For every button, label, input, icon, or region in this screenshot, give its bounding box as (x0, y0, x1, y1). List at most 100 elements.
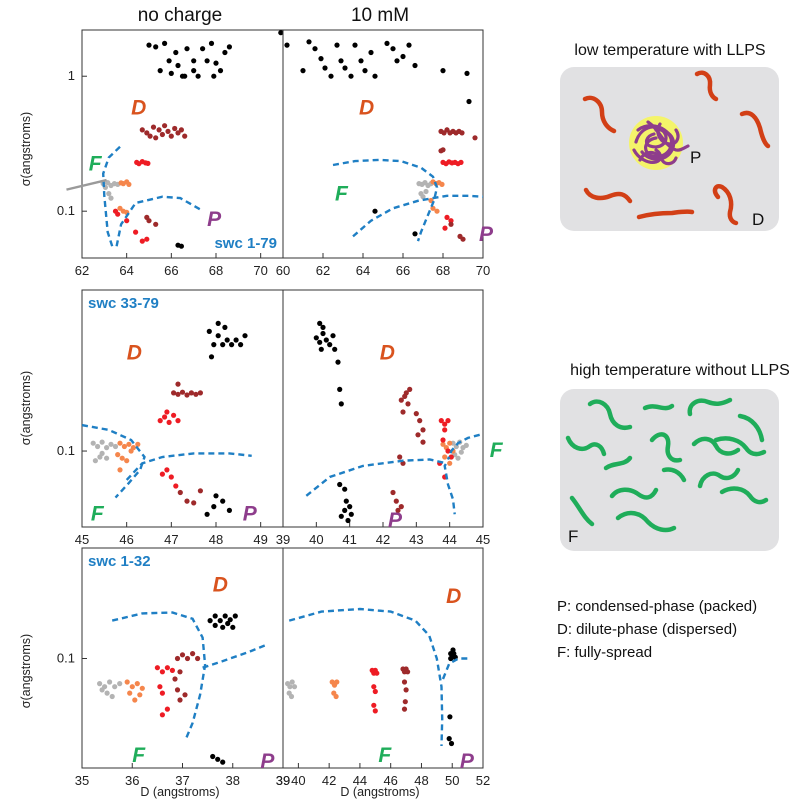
x-tick-label: 40 (291, 773, 305, 788)
data-point (335, 359, 341, 365)
phase-boundary (305, 458, 456, 515)
x-tick-label: 68 (436, 263, 450, 278)
x-tick-label: 50 (445, 773, 459, 788)
x-tick-label: 44 (353, 773, 367, 788)
spread-chain (691, 436, 741, 456)
region-label-p: P (207, 208, 222, 231)
panel-data (100, 30, 283, 249)
data-point (420, 427, 426, 433)
data-point (371, 684, 377, 690)
data-point (217, 618, 223, 624)
data-point (447, 460, 453, 466)
spread-chain (587, 399, 633, 430)
data-point (300, 68, 306, 74)
data-point (171, 390, 177, 396)
data-point (168, 133, 174, 139)
data-point (153, 44, 159, 50)
data-point (126, 181, 132, 187)
region-label-d: D (127, 341, 142, 364)
data-point (171, 412, 177, 418)
data-point (175, 381, 181, 387)
data-point (157, 68, 163, 74)
data-point (224, 337, 230, 343)
data-point (129, 684, 135, 690)
data-point (287, 684, 293, 690)
data-point (174, 655, 181, 662)
data-point (173, 49, 179, 56)
data-point (104, 690, 110, 696)
data-point (157, 418, 163, 424)
data-point (184, 392, 190, 398)
region-label-p: P (479, 223, 494, 246)
y-axis-label-row2: σ(angstroms) (19, 371, 33, 445)
x-tick-label: 49 (253, 532, 267, 547)
data-point (320, 330, 326, 337)
data-point (154, 665, 160, 671)
cartoon-no-llps: high temperature without LLPS F (560, 362, 790, 551)
data-point (458, 449, 464, 455)
data-point (320, 324, 326, 330)
phase-boundary (352, 194, 483, 238)
data-point (398, 397, 404, 403)
data-point (220, 624, 226, 630)
data-point (417, 418, 423, 424)
data-point (117, 440, 123, 446)
data-point (177, 697, 183, 703)
x-tick-label: 47 (164, 532, 178, 547)
phase-boundary (125, 452, 252, 481)
region-label-p: P (260, 750, 275, 773)
spread-chain (687, 397, 733, 417)
y-axis-label-row1: σ(angstroms) (19, 112, 33, 186)
region-label-d: D (446, 585, 461, 608)
leader-line (66, 178, 107, 191)
phase-boundary (82, 423, 146, 499)
data-point (394, 58, 400, 64)
spread-chain (609, 487, 659, 500)
x-tick-label: 46 (119, 532, 133, 547)
data-point (345, 517, 351, 524)
data-point (193, 391, 199, 397)
dilute-chain (582, 95, 617, 134)
data-point (156, 127, 162, 133)
x-tick-label: 52 (476, 773, 490, 788)
data-point (445, 418, 451, 424)
x-tick-label: 70 (476, 263, 490, 278)
data-point (415, 432, 421, 438)
packed-chains (632, 120, 690, 166)
data-point (157, 684, 163, 690)
data-point (162, 123, 168, 129)
data-point (327, 342, 333, 348)
data-point (213, 493, 219, 499)
x-tick-label: 37 (175, 773, 189, 788)
data-point (334, 42, 340, 48)
data-point (358, 58, 364, 64)
data-point (211, 342, 217, 348)
data-point (220, 498, 226, 504)
data-point (463, 442, 469, 448)
region-label-f: F (91, 503, 105, 526)
data-point (278, 30, 283, 36)
data-point (153, 135, 159, 141)
data-point (121, 443, 127, 450)
data-point (206, 328, 212, 334)
data-point (438, 148, 444, 154)
data-point (127, 690, 133, 696)
data-point (343, 498, 349, 504)
data-point (179, 389, 186, 395)
panel-2: 60 62 64 66 68 70 D F P (276, 29, 494, 278)
data-point (182, 692, 188, 698)
cartoon-llps: low temperature with LLPS P D (560, 42, 779, 231)
data-point (144, 130, 150, 136)
cartoon-label-f: F (568, 527, 578, 546)
data-point (448, 218, 454, 224)
data-point (139, 127, 145, 133)
phase-boundary (446, 433, 481, 460)
data-point (312, 46, 318, 52)
panel-frame (282, 547, 484, 769)
data-point (212, 622, 218, 629)
data-point (407, 386, 413, 392)
data-point (374, 670, 380, 676)
data-point (472, 135, 478, 141)
column-title-10mm: 10 mM (351, 5, 409, 26)
